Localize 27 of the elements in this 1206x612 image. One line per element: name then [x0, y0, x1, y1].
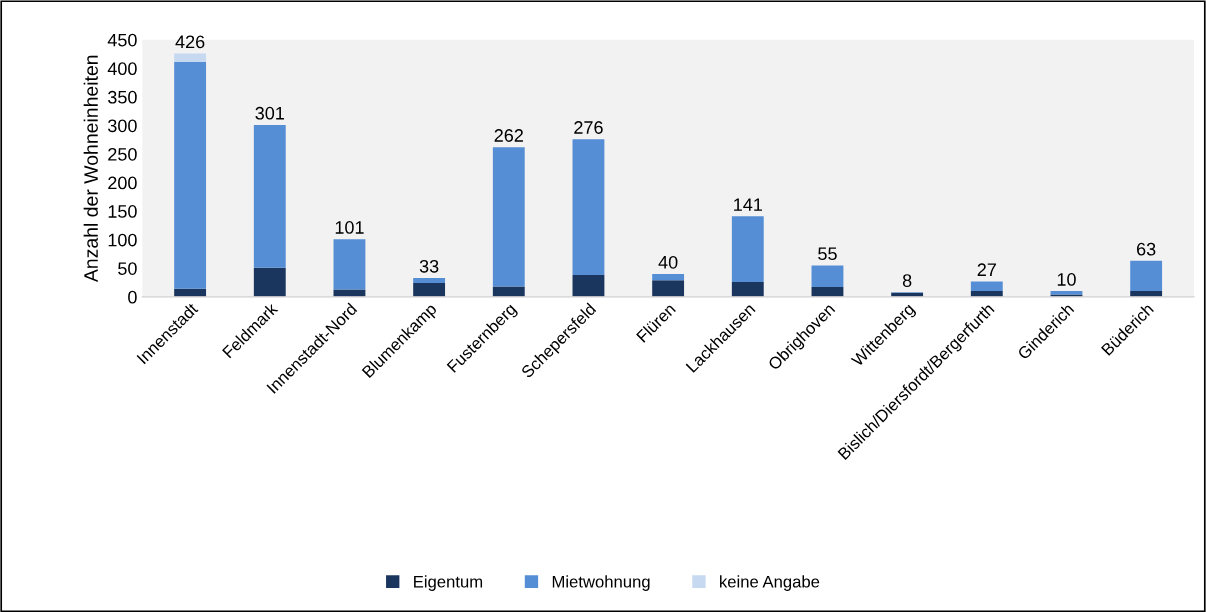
- total-label: 141: [734, 198, 762, 211]
- total-label: 33: [419, 259, 439, 273]
- total-label: 10: [1057, 273, 1076, 286]
- y-axis-title: Anzahl der Wohneinheiten: [83, 55, 98, 283]
- y-tick-label: 250: [108, 147, 137, 161]
- total-label: 8: [902, 274, 912, 287]
- total-label: 426: [175, 35, 205, 49]
- total-label: 101: [335, 221, 364, 234]
- y-tick-label: 200: [108, 176, 137, 190]
- y-tick-label: 300: [108, 119, 137, 133]
- y-tick-label: 100: [108, 233, 137, 247]
- total-label: 301: [255, 106, 284, 120]
- legend-label: Eigentum: [414, 575, 483, 591]
- total-label: 55: [818, 247, 837, 261]
- y-tick-label: 400: [107, 62, 137, 76]
- total-label: 27: [977, 263, 996, 276]
- total-label: 262: [494, 129, 523, 142]
- total-label: 63: [1137, 242, 1156, 256]
- y-tick-label: 450: [107, 33, 137, 47]
- legend-label: keine Angabe: [720, 575, 820, 591]
- legend-label: Mietwohnung: [552, 575, 650, 591]
- total-label: 40: [658, 255, 678, 269]
- total-label: 276: [574, 121, 603, 134]
- y-tick-label: 0: [128, 290, 137, 304]
- y-tick-label: 150: [108, 205, 137, 218]
- y-tick-label: 350: [108, 90, 137, 104]
- y-tick-label: 50: [118, 262, 137, 275]
